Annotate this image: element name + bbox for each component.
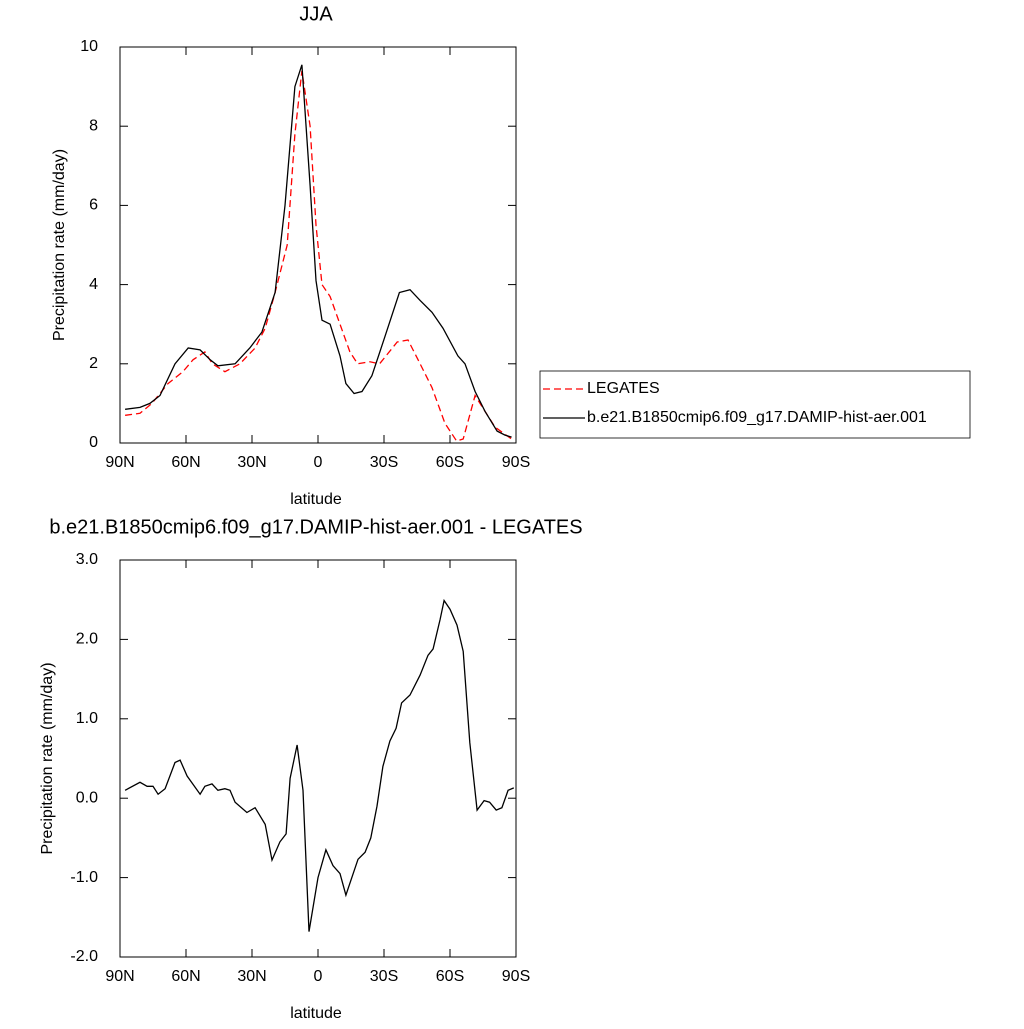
y-tick-label: 2.0 <box>76 631 98 648</box>
y-tick-label: 3.0 <box>76 551 98 568</box>
x-axis-label: latitude <box>290 491 342 508</box>
plot-frame <box>119 559 517 958</box>
y-tick-label: 10 <box>80 38 98 55</box>
x-tick-label: 30S <box>370 968 398 985</box>
y-axis-label: Precipitation rate (mm/day) <box>39 662 56 854</box>
y-tick-label: 6 <box>89 197 98 214</box>
x-tick-label: 0 <box>314 454 323 471</box>
y-tick-label: 1.0 <box>76 710 98 727</box>
y-tick-label: -1.0 <box>70 869 98 886</box>
legend-label: LEGATES <box>587 380 660 397</box>
x-tick-label: 0 <box>314 968 323 985</box>
y-tick-label: 0 <box>89 434 98 451</box>
legend-label: b.e21.B1850cmip6.f09_g17.DAMIP-hist-aer.… <box>587 409 927 426</box>
y-tick-label: 0.0 <box>76 789 98 806</box>
y-axis-label: Precipitation rate (mm/day) <box>51 149 68 341</box>
y-tick-label: -2.0 <box>70 948 98 965</box>
x-tick-label: 60S <box>436 968 464 985</box>
data-line <box>125 64 512 438</box>
chart-title: b.e21.B1850cmip6.f09_g17.DAMIP-hist-aer.… <box>49 516 582 538</box>
x-axis-label: latitude <box>290 1005 342 1022</box>
data-line <box>125 70 512 442</box>
y-tick-label: 2 <box>89 355 98 372</box>
x-tick-label: 30S <box>370 454 398 471</box>
x-tick-label: 90S <box>502 454 530 471</box>
y-tick-label: 8 <box>89 117 98 134</box>
legend-box <box>539 370 971 439</box>
x-tick-label: 90N <box>105 968 134 985</box>
x-tick-label: 90N <box>105 454 134 471</box>
x-tick-label: 30N <box>237 968 266 985</box>
x-tick-label: 60S <box>436 454 464 471</box>
x-tick-label: 90S <box>502 968 530 985</box>
x-tick-label: 60N <box>171 968 200 985</box>
x-tick-label: 30N <box>237 454 266 471</box>
y-tick-label: 4 <box>89 276 98 293</box>
chart-title: JJA <box>299 3 333 25</box>
x-tick-label: 60N <box>171 454 200 471</box>
data-line <box>124 598 515 932</box>
